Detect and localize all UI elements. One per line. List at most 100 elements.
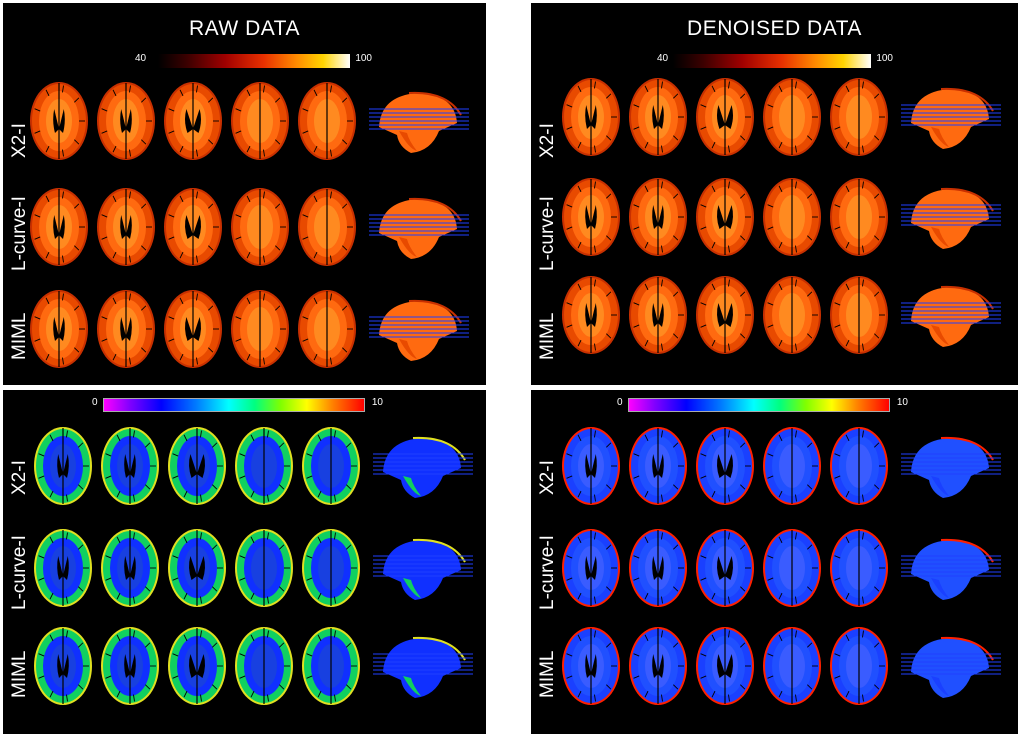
colorbar-gradient — [103, 398, 365, 412]
axial-slice-image — [629, 178, 687, 256]
colorbar-min-label: 0 — [617, 397, 623, 408]
axial-slice-image — [97, 290, 155, 368]
axial-brain-slice — [29, 289, 89, 374]
sagittal-brain-slice — [901, 534, 1001, 609]
axial-brain-slice — [695, 528, 755, 613]
axial-brain-slice — [561, 77, 621, 162]
axial-brain-slice — [230, 187, 290, 272]
axial-brain-slice — [96, 289, 156, 374]
axial-brain-slice — [29, 81, 89, 166]
axial-slice-image — [164, 290, 222, 368]
axial-slice-image — [830, 529, 888, 607]
sagittal-brain-slice — [373, 632, 473, 707]
axial-slice-image — [562, 529, 620, 607]
axial-brain-slice — [561, 177, 621, 262]
row-label: X2-I — [537, 460, 558, 495]
axial-brain-slice — [829, 426, 889, 511]
sagittal-brain-slice — [901, 432, 1001, 507]
axial-slice-image — [231, 82, 289, 160]
sagittal-brain-slice — [901, 281, 1001, 356]
row-label: MIML — [537, 312, 558, 361]
sagittal-slice-image — [373, 636, 473, 698]
axial-brain-slice — [230, 81, 290, 166]
axial-brain-slice — [33, 626, 93, 711]
axial-brain-slice — [628, 626, 688, 711]
axial-brain-slice — [829, 626, 889, 711]
axial-brain-slice — [33, 528, 93, 613]
axial-brain-slice — [695, 177, 755, 262]
row-label: X2-I — [9, 123, 30, 158]
sagittal-brain-slice — [369, 193, 469, 268]
row-label: X2-I — [9, 460, 30, 495]
axial-slice-image — [629, 276, 687, 354]
axial-brain-slice — [829, 177, 889, 262]
row-label: L-curve-I — [9, 196, 30, 271]
axial-slice-image — [30, 290, 88, 368]
axial-brain-slice — [234, 626, 294, 711]
axial-slice-image — [629, 427, 687, 505]
axial-slice-image — [696, 178, 754, 256]
axial-slice-image — [629, 529, 687, 607]
axial-brain-slice — [297, 187, 357, 272]
axial-slice-image — [696, 78, 754, 156]
row-label: L-curve-I — [9, 535, 30, 610]
colorbar-gradient — [673, 54, 871, 68]
sagittal-slice-image — [369, 197, 469, 259]
panel-title: RAW DATA — [189, 17, 300, 40]
axial-slice-image — [168, 627, 226, 705]
axial-slice-image — [101, 627, 159, 705]
colorbar-min-label: 40 — [135, 53, 147, 64]
axial-slice-image — [696, 427, 754, 505]
sagittal-slice-image — [901, 87, 1001, 149]
axial-brain-slice — [695, 275, 755, 360]
axial-brain-slice — [762, 426, 822, 511]
axial-brain-slice — [762, 177, 822, 262]
axial-brain-slice — [29, 187, 89, 272]
axial-brain-slice — [301, 426, 361, 511]
axial-slice-image — [34, 627, 92, 705]
axial-slice-image — [763, 178, 821, 256]
colorbar-max-label: 10 — [896, 397, 908, 408]
row-label: MIML — [537, 650, 558, 699]
axial-slice-image — [830, 78, 888, 156]
axial-brain-slice — [297, 81, 357, 166]
sagittal-brain-slice — [373, 534, 473, 609]
axial-brain-slice — [561, 528, 621, 613]
axial-brain-slice — [234, 426, 294, 511]
sagittal-slice-image — [369, 299, 469, 361]
row-label: MIML — [9, 312, 30, 361]
row-label: L-curve-I — [537, 535, 558, 610]
axial-brain-slice — [628, 528, 688, 613]
axial-slice-image — [830, 178, 888, 256]
axial-brain-slice — [695, 626, 755, 711]
axial-slice-image — [763, 427, 821, 505]
axial-slice-image — [830, 276, 888, 354]
colorbar-max-label: 100 — [355, 53, 372, 64]
axial-brain-slice — [628, 177, 688, 262]
colorbar-min-label: 40 — [657, 53, 669, 64]
sagittal-brain-slice — [901, 183, 1001, 258]
axial-slice-image — [763, 529, 821, 607]
colorbar-max-label: 100 — [876, 53, 893, 64]
row-label: X2-I — [537, 123, 558, 158]
axial-brain-slice — [829, 528, 889, 613]
axial-slice-image — [231, 188, 289, 266]
axial-slice-image — [30, 188, 88, 266]
axial-brain-slice — [167, 626, 227, 711]
colorbar-min-label: 0 — [92, 397, 98, 408]
axial-slice-image — [830, 427, 888, 505]
axial-slice-image — [696, 276, 754, 354]
sagittal-brain-slice — [369, 87, 469, 162]
axial-slice-image — [34, 529, 92, 607]
axial-brain-slice — [628, 77, 688, 162]
axial-slice-image — [562, 427, 620, 505]
row-label: MIML — [9, 650, 30, 699]
axial-brain-slice — [829, 77, 889, 162]
axial-brain-slice — [762, 275, 822, 360]
colorbar: 0 10 — [617, 397, 908, 412]
axial-brain-slice — [561, 626, 621, 711]
raw-error-map-panel: 0 10 X2-I L-curve-I MIML — [3, 390, 486, 734]
sagittal-brain-slice — [373, 432, 473, 507]
axial-slice-image — [696, 627, 754, 705]
panel-title: DENOISED DATA — [687, 17, 862, 40]
